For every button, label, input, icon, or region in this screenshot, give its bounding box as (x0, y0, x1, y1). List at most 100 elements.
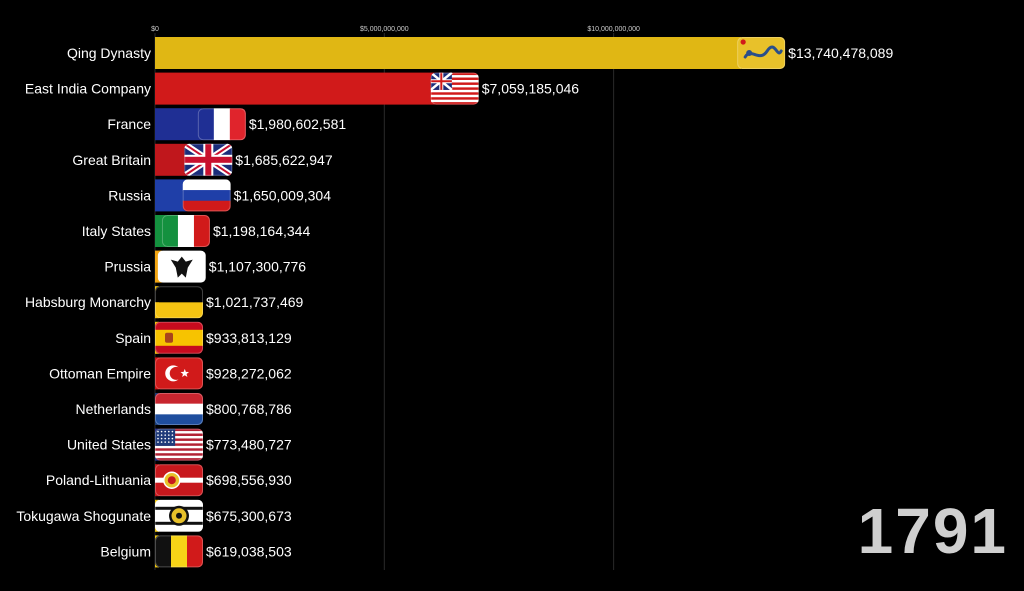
flag-star (157, 434, 159, 436)
flag-canton-cross-red (440, 72, 443, 90)
flag-border (430, 72, 479, 105)
value-label: $1,107,300,776 (209, 259, 307, 275)
flag-star (160, 441, 163, 443)
flag-artwork (737, 37, 786, 69)
flag-stripe (430, 89, 479, 93)
flag-border (182, 179, 231, 212)
flag-stripe (155, 445, 203, 449)
flag-border (155, 535, 203, 568)
flag-stripe (430, 92, 479, 96)
flag-stripe (213, 108, 231, 141)
bar-row: Spain $933,813,129 (115, 321, 292, 354)
flag-star (160, 437, 163, 440)
bar-row: Qing Dynasty $13,740,478,089 (67, 37, 893, 69)
flag-stripe (155, 428, 203, 432)
flag-stripe (155, 458, 203, 461)
flag-border (155, 464, 203, 497)
flag-artwork (184, 143, 233, 176)
bar (155, 108, 202, 141)
flag-canton (155, 428, 176, 446)
x-tick-label: $10,000,000,000 (587, 26, 640, 33)
flag-band (155, 286, 203, 303)
flag-artwork (157, 250, 206, 283)
x-tick-label: $5,000,000,000 (360, 26, 409, 33)
flag-stripe (182, 190, 231, 202)
flag-border (155, 286, 203, 319)
flag-border (737, 37, 786, 69)
flag-border (155, 393, 203, 425)
flag-stripe (187, 535, 203, 568)
flag-stripe (155, 448, 203, 452)
country-label: Prussia (104, 259, 151, 275)
flag-stripe (155, 393, 203, 405)
bar (155, 179, 187, 212)
flag-stripe (430, 77, 479, 81)
country-label: East India Company (25, 81, 151, 97)
bar-row: East India Company $7,059,185,046 (25, 72, 579, 105)
value-label: $698,556,930 (206, 472, 292, 488)
bar-row: Russia $1,650,009,304 (108, 179, 331, 212)
flag-star (168, 441, 170, 443)
flag-border (155, 428, 203, 461)
flag-coat-of-arms (165, 332, 173, 343)
flag-artwork (155, 464, 203, 497)
flag-artwork (430, 72, 479, 105)
flag-eagle (170, 256, 193, 278)
flag-stripe (430, 94, 479, 98)
flag-stripe (182, 200, 231, 212)
flag-star (160, 434, 163, 436)
flag-stripe (430, 75, 479, 78)
flag-border (184, 143, 233, 176)
country-label: Spain (115, 330, 151, 346)
flag-stripe (430, 87, 479, 91)
bar (155, 215, 166, 247)
country-label: Belgium (100, 543, 151, 559)
flag-stripe (155, 443, 203, 447)
value-label: $800,768,786 (206, 401, 292, 417)
value-label: $13,740,478,089 (788, 45, 893, 61)
flag-stripe (430, 99, 479, 103)
x-tick-label: $0 (151, 26, 159, 33)
value-label: $773,480,727 (206, 437, 292, 453)
flag-emblem-center (167, 476, 176, 485)
value-label: $933,813,129 (206, 330, 292, 346)
flag-star (157, 430, 159, 433)
flag-stripe (229, 108, 246, 141)
flag-star (171, 430, 174, 433)
flag-stripe (155, 453, 203, 456)
value-label: $1,650,009,304 (234, 187, 332, 203)
bar-row: Prussia $1,107,300,776 (104, 250, 307, 283)
flag-border (155, 321, 203, 354)
value-label: $1,198,164,344 (213, 223, 311, 239)
flag-stripe (177, 215, 195, 247)
bar-row: Netherlands $800,768,786 (76, 393, 292, 425)
flag-star (171, 434, 174, 436)
flag-artwork (182, 179, 231, 212)
bar (155, 72, 435, 105)
flag-star (168, 430, 170, 433)
flag-star (164, 437, 166, 440)
flag-star (157, 441, 159, 443)
value-label: $1,685,622,947 (235, 152, 333, 168)
flag-stripe (430, 79, 479, 83)
country-label: Great Britain (72, 152, 151, 168)
bar-row: Belgium $619,038,503 (100, 535, 292, 568)
bar-row: Great Britain $1,685,622,947 (72, 143, 333, 176)
value-label: $675,300,673 (206, 508, 292, 524)
value-label: $1,980,602,581 (249, 116, 347, 132)
flag-star (157, 437, 159, 440)
country-label: Poland-Lithuania (46, 472, 151, 488)
flag-border (155, 499, 203, 532)
country-label: Russia (108, 187, 151, 203)
flag-stripe (155, 450, 203, 454)
flag-star (168, 437, 170, 440)
flag-cross-red (205, 143, 212, 176)
flag-stripe (197, 108, 215, 141)
value-label: $619,038,503 (206, 543, 292, 559)
flag-star (171, 437, 174, 440)
flag-stripe (155, 455, 203, 459)
flag-border (197, 108, 246, 141)
bar-row: Ottoman Empire $928,272,062 (49, 357, 292, 390)
flag-stripe (155, 438, 203, 442)
